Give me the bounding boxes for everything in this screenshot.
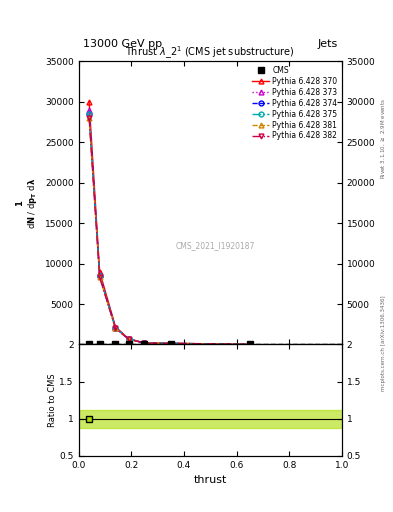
Text: Jets: Jets — [318, 38, 338, 49]
Line: Pythia 6.428 381: Pythia 6.428 381 — [87, 116, 252, 347]
Pythia 6.428 373 — [113, 325, 118, 331]
Line: Pythia 6.428 373: Pythia 6.428 373 — [87, 108, 252, 347]
Pythia 6.428 375 — [142, 340, 147, 346]
Y-axis label: $\mathbf{1}$
$\mathbf{\mathrm{d}N}$ / $\mathbf{\mathrm{d}p_T}$ $\mathbf{\mathrm{: $\mathbf{1}$ $\mathbf{\mathrm{d}N}$ / $\… — [14, 177, 39, 228]
Pythia 6.428 375 — [126, 336, 131, 342]
Pythia 6.428 381 — [87, 115, 92, 121]
Pythia 6.428 381 — [248, 342, 252, 348]
Pythia 6.428 370 — [142, 340, 147, 346]
Pythia 6.428 382 — [113, 325, 118, 331]
Pythia 6.428 374 — [248, 342, 252, 348]
Pythia 6.428 381 — [142, 340, 147, 346]
Bar — [79, 410, 342, 428]
Pythia 6.428 373 — [97, 272, 102, 278]
Pythia 6.428 370 — [248, 342, 252, 348]
Text: mcplots.cern.ch [arXiv:1306.3436]: mcplots.cern.ch [arXiv:1306.3436] — [381, 295, 386, 391]
Pythia 6.428 373 — [142, 340, 147, 346]
Pythia 6.428 381 — [113, 325, 118, 331]
Pythia 6.428 381 — [97, 274, 102, 281]
Line: Pythia 6.428 382: Pythia 6.428 382 — [87, 116, 252, 347]
Pythia 6.428 370 — [113, 324, 118, 330]
Pythia 6.428 382 — [87, 115, 92, 121]
Line: Pythia 6.428 370: Pythia 6.428 370 — [87, 99, 252, 347]
Pythia 6.428 374 — [113, 325, 118, 331]
Line: Pythia 6.428 375: Pythia 6.428 375 — [87, 112, 252, 347]
Pythia 6.428 382 — [126, 336, 131, 343]
Pythia 6.428 375 — [248, 342, 252, 348]
Pythia 6.428 382 — [142, 340, 147, 346]
Title: Thrust $\lambda\_2^1$ (CMS jet substructure): Thrust $\lambda\_2^1$ (CMS jet substruct… — [125, 44, 295, 61]
Pythia 6.428 382 — [248, 342, 252, 348]
X-axis label: thrust: thrust — [194, 475, 227, 485]
Pythia 6.428 370 — [126, 336, 131, 342]
Pythia 6.428 374 — [97, 273, 102, 279]
Pythia 6.428 370 — [87, 99, 92, 105]
Pythia 6.428 375 — [113, 325, 118, 331]
Pythia 6.428 382 — [97, 274, 102, 281]
Text: Rivet 3.1.10, $\geq$ 2.9M events: Rivet 3.1.10, $\geq$ 2.9M events — [379, 98, 387, 179]
Legend: CMS, Pythia 6.428 370, Pythia 6.428 373, Pythia 6.428 374, Pythia 6.428 375, Pyt: CMS, Pythia 6.428 370, Pythia 6.428 373,… — [249, 63, 340, 143]
Pythia 6.428 370 — [97, 269, 102, 275]
Pythia 6.428 374 — [126, 336, 131, 342]
Y-axis label: Ratio to CMS: Ratio to CMS — [48, 373, 57, 427]
Pythia 6.428 373 — [248, 342, 252, 348]
Pythia 6.428 381 — [126, 336, 131, 343]
Pythia 6.428 373 — [126, 336, 131, 342]
Text: CMS_2021_I1920187: CMS_2021_I1920187 — [176, 241, 255, 250]
Text: 13000 GeV pp: 13000 GeV pp — [83, 38, 162, 49]
Line: Pythia 6.428 374: Pythia 6.428 374 — [87, 112, 252, 347]
Pythia 6.428 373 — [87, 107, 92, 113]
Pythia 6.428 374 — [87, 111, 92, 117]
Pythia 6.428 375 — [97, 273, 102, 279]
Pythia 6.428 374 — [142, 340, 147, 346]
Pythia 6.428 375 — [87, 111, 92, 117]
